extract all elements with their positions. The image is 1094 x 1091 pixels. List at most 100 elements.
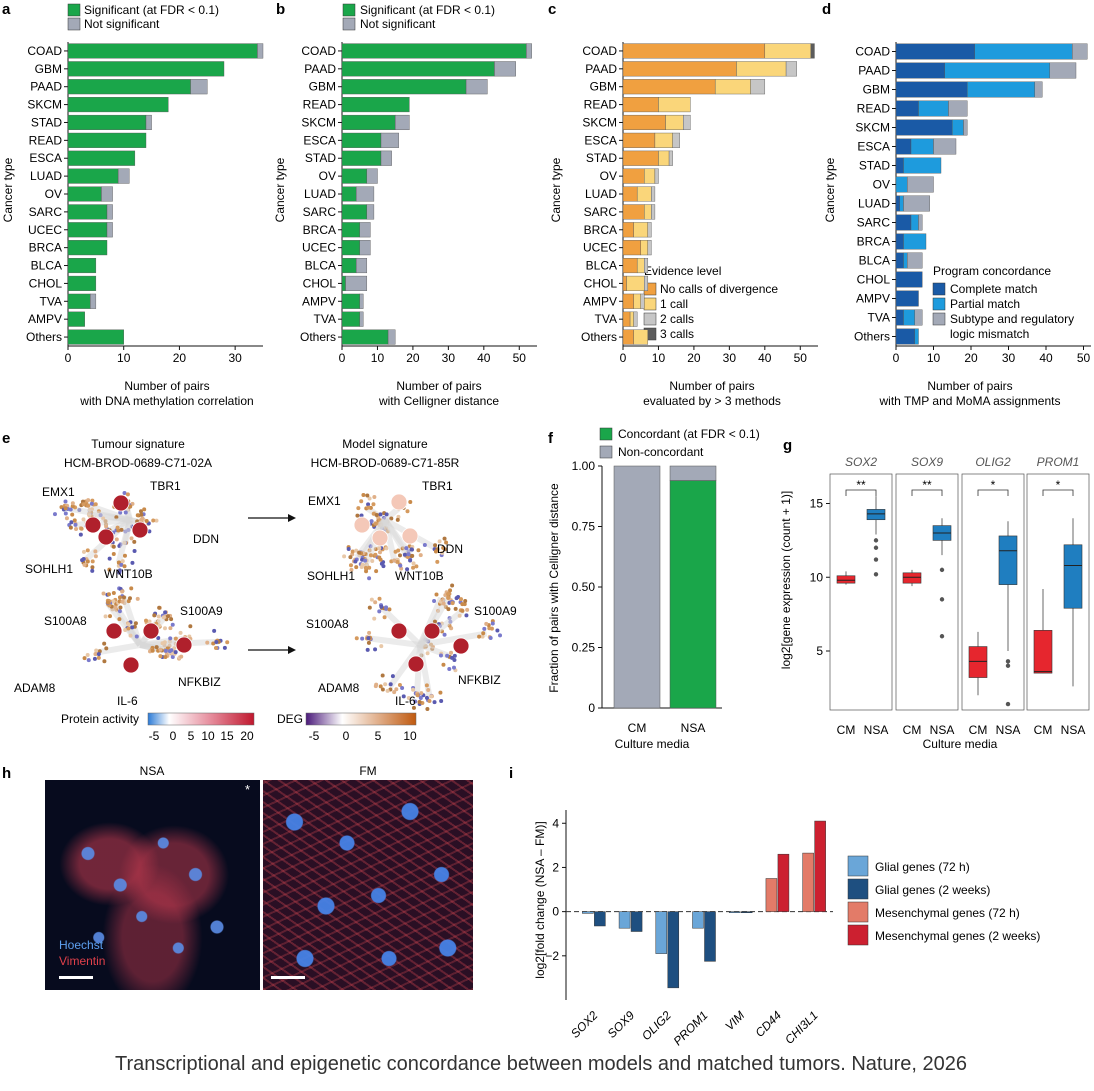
- network-leaf-node: [480, 634, 485, 639]
- box-outlier-g: [873, 538, 879, 543]
- axis-i-ylabel: log2[fold change (NSA – FM)]: [533, 821, 547, 978]
- network-leaf-node: [360, 562, 365, 567]
- network-hub-node: [452, 637, 470, 655]
- y-tick-label-a: TVA: [40, 294, 62, 308]
- legend-i-swatch-0: [847, 855, 869, 877]
- y-tick-label-b: UCEC: [302, 241, 336, 255]
- network-leaf-node: [178, 630, 183, 635]
- network-leaf-node: [169, 617, 174, 622]
- box-olig2-cm: [968, 646, 988, 678]
- network-leaf-node: [373, 521, 378, 526]
- network-leaf-node: [441, 662, 446, 667]
- network-leaf-node: [427, 698, 432, 703]
- network-leaf-node: [132, 539, 137, 544]
- bar-c-gbm-s2: [750, 79, 766, 95]
- network-leaf-node: [119, 562, 124, 567]
- label-sohlh1-model: SOHLH1: [307, 569, 355, 583]
- bar-a-chol-s0: [67, 275, 97, 291]
- y-tick-label-c: GBM: [590, 80, 617, 94]
- bar-c-brca-s1: [633, 222, 649, 238]
- bar-d-luad-s1: [899, 195, 904, 212]
- network-leaf-node: [113, 605, 118, 610]
- axis-b-xlabel-2: with Celligner distance: [378, 394, 499, 408]
- network-leaf-node: [158, 654, 163, 659]
- network-leaf-node: [370, 558, 375, 563]
- network-leaf-node: [453, 606, 458, 611]
- bar-c-gbm-s1: [714, 79, 751, 95]
- legend-c-swatch-1: [643, 297, 657, 311]
- y-tick-label-c: SKCM: [582, 115, 617, 129]
- network-leaf-node: [342, 554, 347, 559]
- bar-b-luad-s1: [355, 186, 375, 202]
- bar-c-ucec-s0: [622, 240, 641, 256]
- x-tick-label-b: 50: [513, 351, 527, 365]
- y-tick-label-f: 1.00: [572, 459, 596, 473]
- bar-d-tva-s1: [903, 309, 915, 326]
- bar-d-gbm-s1: [967, 81, 1035, 98]
- label-nfkbiz-model: NFKBIZ: [458, 673, 501, 687]
- y-tick-label-a: PAAD: [30, 80, 62, 94]
- bar-d-gbm-s0: [895, 81, 968, 98]
- bar-b-others-s1: [387, 329, 396, 345]
- network-leaf-node: [402, 552, 407, 557]
- y-tick-label-b: SKCM: [301, 115, 336, 129]
- significance-stars-g: **: [856, 478, 866, 492]
- network-leaf-node: [405, 567, 410, 572]
- network-leaf-node: [408, 558, 413, 563]
- network-leaf-node: [452, 658, 457, 663]
- network-leaf-node: [118, 510, 123, 515]
- network-hub-node: [353, 516, 371, 534]
- legend-i-swatch-1: [847, 878, 869, 900]
- network-leaf-node: [446, 595, 451, 600]
- network-leaf-node: [106, 592, 111, 597]
- network-leaf-node: [72, 518, 77, 523]
- network-leaf-node: [374, 682, 379, 687]
- box-outlier-g: [939, 597, 945, 602]
- protein-tick-5: 20: [240, 729, 254, 743]
- network-leaf-node: [129, 536, 134, 541]
- panel-d-letter: d: [822, 1, 831, 18]
- x-tick-label-b: 30: [442, 351, 456, 365]
- network-leaf-node: [439, 698, 444, 703]
- network-leaf-node: [404, 546, 409, 551]
- network-leaf-node: [111, 599, 116, 604]
- bar-d-brca-s1: [903, 233, 927, 250]
- network-leaf-node: [108, 614, 113, 619]
- bar-b-brca-s0: [341, 222, 360, 238]
- bar-c-ampv-s2: [640, 293, 645, 309]
- facet-title-g: SOX2: [845, 455, 877, 469]
- network-panel-e: Tumour signature HCM-BROD-0689-C71-02A M…: [14, 437, 517, 743]
- y-tick-label-a: BLCA: [31, 259, 62, 273]
- network-leaf-node: [93, 554, 98, 559]
- network-leaf-node: [123, 510, 128, 515]
- x-tick-label-c: 0: [620, 351, 627, 365]
- deg-tick-0: -5: [309, 729, 320, 743]
- network-leaf-node: [170, 622, 175, 627]
- network-leaf-node: [438, 690, 443, 695]
- network-leaf-node: [78, 532, 83, 537]
- network-leaf-node: [117, 617, 122, 622]
- network-leaf-node: [449, 650, 454, 655]
- network-leaf-node: [411, 705, 416, 710]
- network-leaf-node: [460, 608, 465, 613]
- x-tick-label-f: CM: [628, 721, 647, 735]
- y-tick-label-b: CHOL: [303, 276, 337, 290]
- axis-c-ylabel: Cancer type: [549, 157, 563, 222]
- x-tick-label-b: 20: [406, 351, 420, 365]
- network-hub-node: [390, 493, 408, 511]
- y-tick-label-b: PAAD: [304, 62, 336, 76]
- bar-i-cd44-s2: [765, 878, 778, 912]
- y-tick-label-b: SARC: [303, 205, 337, 219]
- label-il6-tumour: IL-6: [117, 694, 138, 708]
- y-tick-label-f: 0.75: [572, 520, 596, 534]
- axis-b-ylabel: Cancer type: [273, 157, 287, 222]
- network-leaf-node: [213, 646, 218, 651]
- network-leaf-node: [70, 512, 75, 517]
- bar-c-ucec-s1: [640, 240, 649, 256]
- legend-d-label-2: Subtype and regulatory: [950, 312, 1074, 326]
- bar-c-brca-s0: [622, 222, 634, 238]
- bar-d-paad-s0: [895, 62, 945, 79]
- box-outlier-g: [873, 572, 879, 577]
- network-leaf-node: [432, 700, 437, 705]
